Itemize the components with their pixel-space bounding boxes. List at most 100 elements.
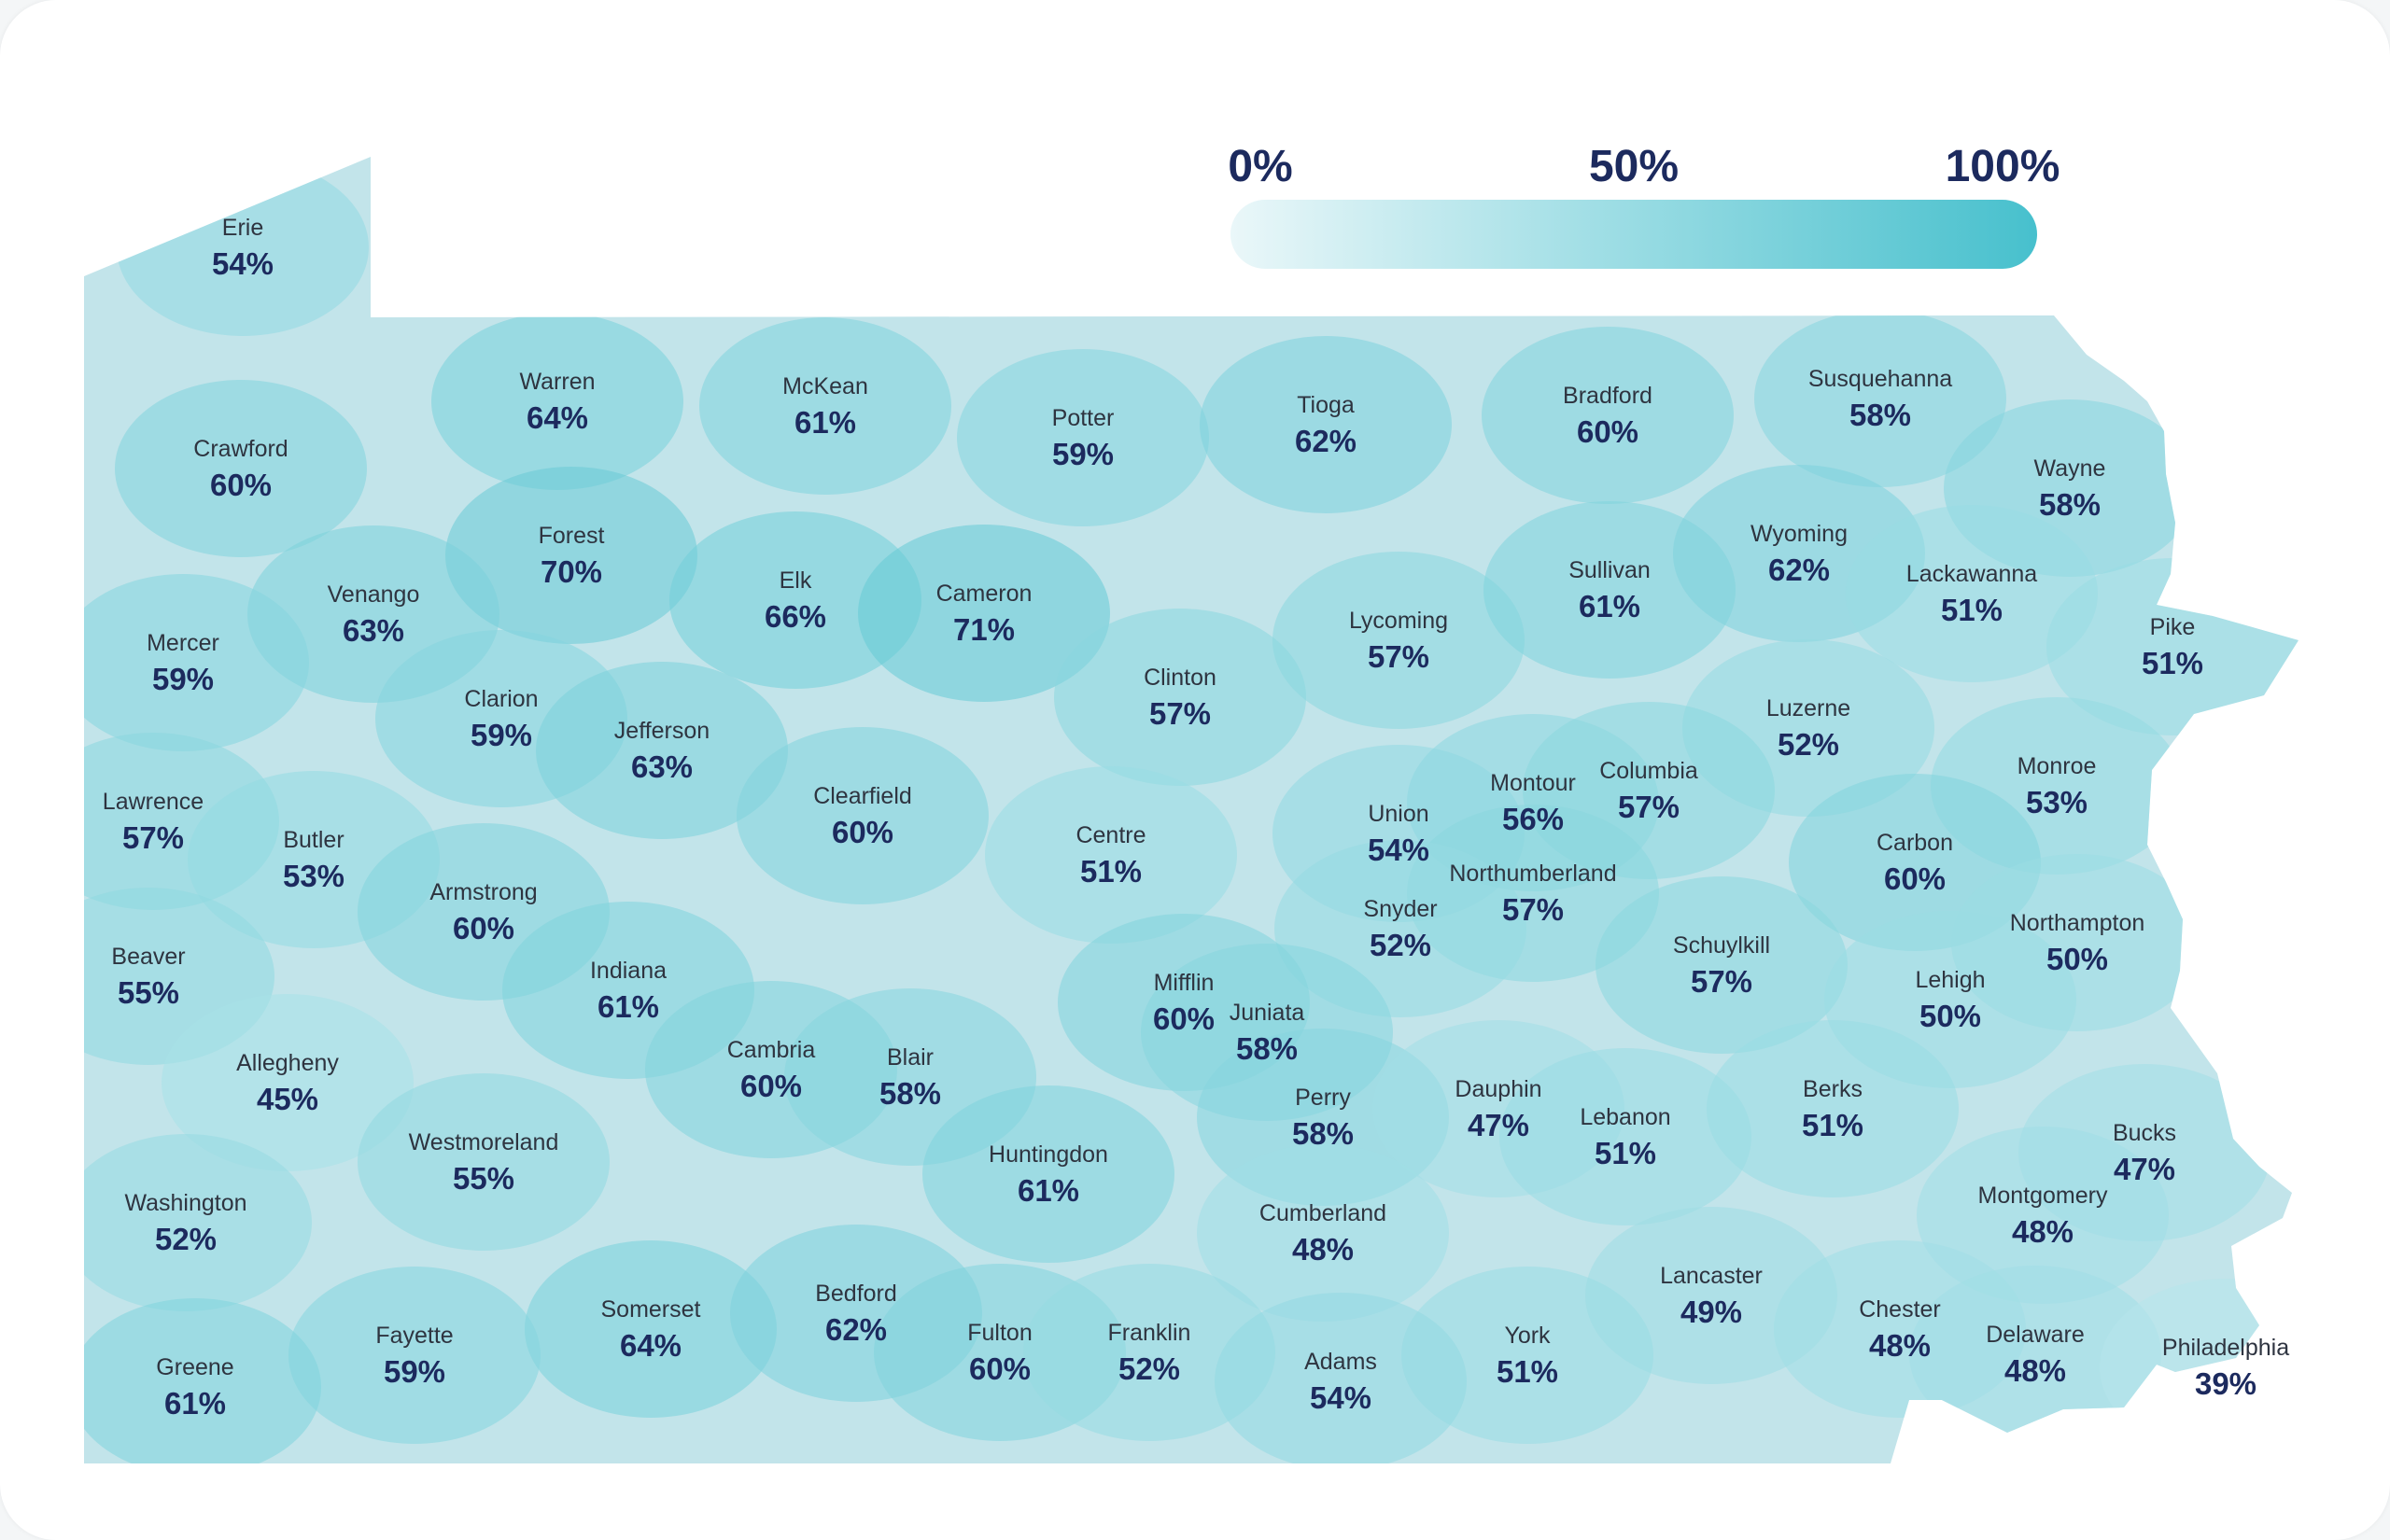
county-value-juniata: 58% [1236,1031,1298,1066]
county-shape-westmoreland [358,1073,610,1251]
county-value-columbia: 57% [1618,790,1680,824]
county-shape-mercer [84,574,309,751]
county-value-erie: 54% [212,246,274,281]
county-name-warren: Warren [519,369,595,395]
county-value-elk: 66% [765,599,826,634]
county-value-clarion: 59% [471,718,532,752]
legend: 0% 50% 100% [1228,142,2060,269]
county-value-philadelphia: 39% [2195,1366,2256,1401]
county-value-lackawanna: 51% [1941,593,2003,627]
county-shape-centre [985,766,1237,944]
county-shape-delaware [1909,1266,2161,1443]
county-shape-tioga [1200,336,1452,513]
county-name-susquehanna: Susquehanna [1808,366,1952,392]
county-shape-potter [957,349,1209,526]
county-name-venango: Venango [328,581,420,608]
county-shape-warren [431,313,683,490]
county-value-bradford: 60% [1577,414,1638,449]
county-value-dauphin: 47% [1468,1108,1529,1142]
county-value-northumberland: 57% [1502,892,1564,927]
county-name-monroe: Monroe [2017,753,2097,779]
county-shape-elk [669,511,921,689]
county-name-cumberland: Cumberland [1259,1200,1386,1226]
county-name-erie: Erie [222,215,263,241]
county-name-jefferson: Jefferson [614,718,710,744]
county-value-chester: 48% [1869,1328,1931,1363]
county-value-cumberland: 48% [1292,1232,1354,1267]
county-name-delaware: Delaware [1986,1322,2085,1348]
county-value-adams: 54% [1310,1380,1371,1415]
county-value-venango: 63% [343,613,404,648]
county-value-luzerne: 52% [1778,727,1839,762]
county-name-berks: Berks [1803,1076,1863,1102]
county-shape-sullivan [1483,501,1736,679]
county-shape-schuylkill [1596,876,1848,1054]
county-value-crawford: 60% [210,468,272,502]
county-name-indiana: Indiana [590,958,667,984]
county-value-beaver: 55% [118,975,179,1010]
county-name-allegheny: Allegheny [236,1050,339,1076]
county-shape-mckean [699,317,951,495]
county-value-wyoming: 62% [1768,553,1830,587]
county-name-fayette: Fayette [375,1323,453,1349]
county-value-clinton: 57% [1149,696,1211,731]
county-shape-lebanon [1499,1048,1751,1225]
county-name-perry: Perry [1295,1085,1351,1111]
county-value-blair: 58% [879,1076,941,1111]
county-value-lehigh: 50% [1919,999,1981,1033]
county-value-lawrence: 57% [122,820,184,855]
county-value-huntingdon: 61% [1018,1173,1079,1208]
county-name-franklin: Franklin [1108,1320,1191,1346]
county-value-washington: 52% [155,1222,217,1256]
county-name-armstrong: Armstrong [429,879,537,905]
county-name-union: Union [1368,801,1428,827]
county-name-carbon: Carbon [1877,830,1953,856]
county-shape-susquehanna [1754,310,2006,487]
county-name-somerset: Somerset [601,1296,701,1323]
county-value-forest: 70% [541,554,602,589]
county-name-bradford: Bradford [1563,383,1652,409]
county-name-wyoming: Wyoming [1750,521,1848,547]
county-name-huntingdon: Huntingdon [989,1141,1108,1168]
county-name-snyder: Snyder [1363,896,1437,922]
county-value-wayne: 58% [2039,487,2101,522]
county-name-juniata: Juniata [1230,1000,1305,1026]
legend-color-bar [1230,200,2037,269]
county-name-lebanon: Lebanon [1580,1104,1670,1130]
county-shape-lycoming [1272,552,1525,729]
county-name-schuylkill: Schuylkill [1673,932,1770,959]
county-name-pike: Pike [2150,614,2196,640]
county-value-butler: 53% [283,859,344,893]
county-value-clearfield: 60% [832,815,893,849]
county-value-tioga: 62% [1295,424,1357,458]
county-name-blair: Blair [887,1044,934,1071]
county-value-warren: 64% [527,400,588,435]
county-name-beaver: Beaver [111,944,185,970]
county-name-chester: Chester [1859,1296,1941,1323]
county-name-northumberland: Northumberland [1449,861,1616,887]
county-name-elk: Elk [780,567,812,594]
county-shape-forest [445,467,697,644]
county-name-crawford: Crawford [193,436,288,462]
county-name-greene: Greene [156,1354,233,1380]
county-shape-franklin [1023,1264,1275,1441]
county-name-york: York [1504,1323,1551,1349]
county-name-lackawanna: Lackawanna [1906,561,2037,587]
county-name-northampton: Northampton [2010,910,2145,936]
county-value-fayette: 59% [384,1354,445,1389]
legend-min-label: 0% [1228,142,1292,191]
county-name-dauphin: Dauphin [1455,1076,1541,1102]
county-shape-berks [1707,1020,1959,1197]
county-shape-allegheny [162,994,414,1171]
county-name-mckean: McKean [782,373,868,399]
county-value-fulton: 60% [969,1351,1031,1386]
county-shape-montgomery [1917,1127,2169,1304]
county-value-lycoming: 57% [1368,639,1429,674]
county-value-armstrong: 60% [453,911,514,945]
county-value-lebanon: 51% [1595,1136,1656,1170]
county-value-carbon: 60% [1884,861,1946,896]
county-name-montgomery: Montgomery [1978,1183,2108,1209]
county-value-montour: 56% [1502,802,1564,836]
county-value-centre: 51% [1080,854,1142,889]
